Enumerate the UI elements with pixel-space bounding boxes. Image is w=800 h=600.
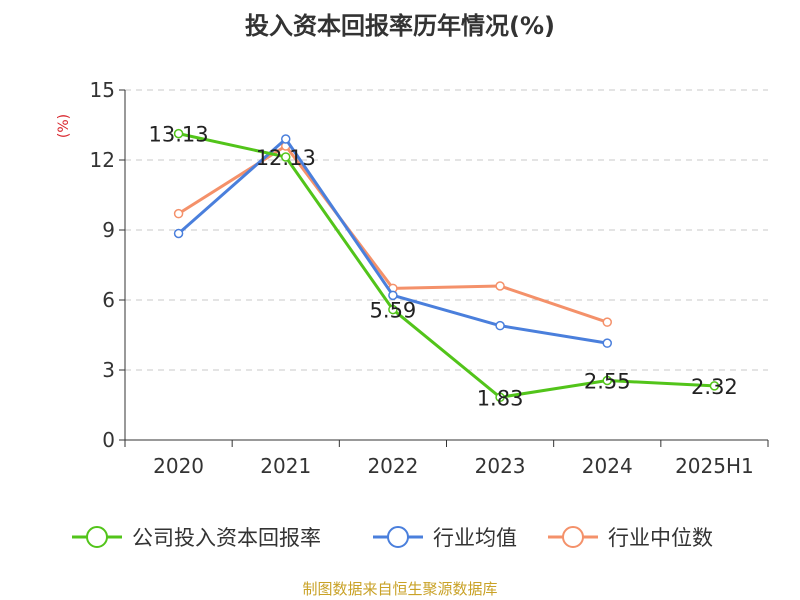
legend-marker [562, 526, 584, 548]
data-point [495, 281, 505, 291]
data-point [281, 134, 291, 144]
series-lines [173, 128, 720, 403]
y-tick-label: 15 [90, 78, 115, 102]
axes: 0 3 6 9 12 15 (%) 2020 2021 2022 2023 2024 2025H1 [56, 78, 769, 478]
data-point [173, 208, 184, 219]
data-point [388, 304, 398, 315]
x-tick-label: 2020 [153, 454, 204, 478]
x-tick-label: 2025H1 [675, 454, 754, 478]
data-point [173, 228, 184, 239]
data-point [281, 152, 291, 162]
legend-marker [86, 526, 108, 548]
series-industry-avg [173, 134, 612, 348]
data-point [709, 381, 720, 391]
data-point [602, 338, 612, 348]
source-note: 制图数据来自恒生聚源数据库 [302, 580, 498, 598]
chart-title: 投入资本回报率历年情况(%) [245, 12, 555, 40]
y-tick-label: 6 [102, 288, 115, 312]
x-tick-label: 2021 [260, 454, 311, 478]
data-label: 2.32 [691, 375, 738, 399]
data-label: 5.59 [370, 299, 417, 323]
x-tick-label: 2023 [475, 454, 526, 478]
y-axis-label: (%) [56, 114, 72, 138]
legend: 公司投入资本回报率 行业均值 行业中位数 [72, 526, 713, 550]
data-point [495, 392, 505, 403]
data-point [602, 375, 612, 386]
x-tick-label: 2022 [367, 454, 418, 478]
grid-lines [125, 89, 768, 371]
data-point [173, 128, 184, 139]
y-tick-label: 9 [102, 218, 115, 242]
legend-label: 行业中位数 [608, 526, 713, 550]
data-label: 1.83 [477, 386, 524, 410]
y-tick-label: 12 [90, 148, 115, 172]
y-tick-label: 0 [102, 428, 115, 452]
data-label: 13.13 [149, 123, 209, 147]
legend-industry-avg: 行业均值 [373, 526, 517, 550]
data-point [495, 320, 505, 331]
legend-industry-median: 行业中位数 [548, 526, 713, 550]
data-label: 2.55 [584, 370, 631, 394]
series-company [173, 128, 720, 403]
series-company-line [178, 132, 715, 399]
data-point [602, 317, 612, 327]
legend-label: 公司投入资本回报率 [132, 526, 321, 550]
legend-label: 行业均值 [433, 526, 517, 550]
x-tick-label: 2024 [582, 454, 633, 478]
data-point [388, 290, 398, 301]
legend-company: 公司投入资本回报率 [72, 526, 321, 550]
legend-marker [387, 526, 409, 548]
data-label: 12.13 [256, 146, 316, 170]
y-tick-label: 3 [102, 358, 115, 382]
data-labels: 13.13 12.13 5.59 1.83 2.55 2.32 [149, 123, 738, 411]
